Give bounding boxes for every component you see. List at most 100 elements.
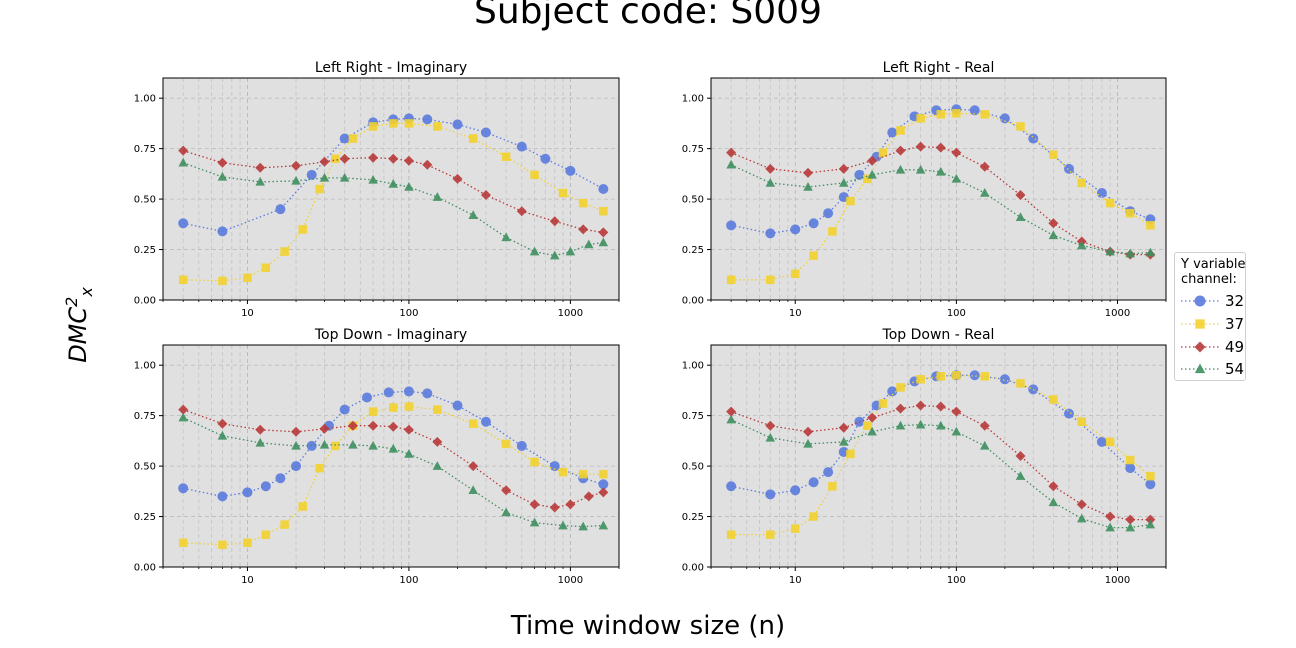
data-point-49: [1076, 499, 1087, 510]
data-point-37: [261, 530, 271, 539]
data-point-49: [516, 206, 527, 217]
data-point-49: [422, 159, 433, 170]
legend-symbol: [1194, 295, 1206, 307]
data-point-37: [863, 174, 872, 184]
plot-frame: [162, 344, 620, 568]
data-point-37: [766, 275, 775, 285]
data-point-54: [501, 507, 511, 517]
x-tick-label: 100: [399, 308, 418, 319]
data-point-32: [403, 386, 414, 397]
data-point-32: [808, 477, 819, 488]
data-point-32: [565, 165, 576, 176]
data-point-49: [915, 400, 926, 411]
x-tick-label: 1000: [1105, 575, 1130, 586]
data-point-54: [1105, 246, 1115, 256]
data-point-49: [1105, 511, 1116, 522]
subplot-title: Top Down - Real: [882, 327, 995, 343]
legend-label-54: 54: [1225, 360, 1245, 378]
data-point-37: [828, 482, 837, 491]
legend-item-32: 32: [1179, 291, 1245, 311]
data-point-32: [790, 485, 801, 496]
plot-area: [163, 78, 619, 300]
data-point-37: [1077, 178, 1087, 188]
subplot-title: Left Right - Real: [883, 60, 995, 76]
data-point-32: [422, 388, 433, 399]
data-point-49: [1048, 481, 1059, 492]
data-point-37: [501, 152, 511, 161]
plot-frame: [710, 344, 1167, 568]
data-point-37: [433, 122, 442, 131]
data-point-37: [1077, 417, 1087, 426]
data-point-49: [726, 406, 737, 417]
series-49: [726, 400, 1156, 525]
data-point-54: [319, 172, 330, 182]
data-point-54: [895, 420, 906, 430]
data-point-49: [319, 423, 330, 434]
data-point-54: [951, 173, 962, 183]
data-point-54: [936, 166, 946, 176]
data-point-49: [1145, 514, 1156, 525]
series-line-54: [730, 419, 1151, 529]
data-point-49: [432, 436, 443, 447]
data-point-54: [432, 461, 443, 470]
data-point-32: [516, 141, 527, 152]
data-point-49: [291, 160, 302, 171]
data-point-54: [803, 181, 813, 191]
data-point-32: [549, 461, 560, 472]
data-point-37: [331, 154, 340, 163]
data-point-32: [217, 226, 228, 237]
data-point-32: [275, 204, 286, 215]
data-point-54: [979, 440, 990, 450]
series-37: [178, 402, 608, 550]
legend-marker-37: [1181, 319, 1219, 329]
data-point-49: [979, 161, 990, 172]
data-point-32: [516, 440, 527, 451]
data-point-37: [530, 457, 539, 467]
data-point-49: [979, 420, 990, 431]
data-point-37: [896, 126, 905, 135]
data-point-37: [368, 122, 378, 131]
data-point-54: [388, 443, 399, 453]
legend-title-line2: channel:: [1181, 272, 1237, 287]
data-point-49: [217, 418, 228, 429]
data-point-37: [1049, 150, 1058, 159]
y-tick-label: 0.50: [682, 195, 704, 206]
data-point-49: [529, 499, 540, 510]
data-point-37: [389, 403, 398, 412]
data-point-37: [846, 196, 855, 206]
data-point-32: [823, 467, 834, 478]
data-point-54: [915, 419, 926, 429]
data-point-37: [468, 419, 478, 428]
data-point-37: [298, 225, 307, 234]
data-point-37: [261, 263, 271, 272]
data-point-32: [1063, 163, 1074, 174]
plot-area: [711, 345, 1166, 567]
data-point-54: [178, 157, 188, 167]
data-point-32: [178, 218, 189, 229]
data-point-37: [433, 405, 442, 414]
data-point-32: [790, 224, 801, 235]
data-point-37: [1146, 471, 1155, 481]
data-point-32: [452, 400, 463, 411]
series-54: [726, 159, 1156, 258]
data-point-32: [1145, 479, 1156, 490]
data-point-37: [243, 273, 252, 283]
data-point-49: [319, 156, 330, 167]
data-point-37: [1105, 437, 1115, 447]
legend-marker-32: [1181, 295, 1219, 307]
data-point-32: [765, 228, 776, 239]
data-point-54: [255, 437, 265, 447]
y-tick-label: 0.50: [134, 195, 156, 206]
data-point-32: [765, 489, 776, 500]
y-tick-label: 1.00: [134, 94, 156, 105]
y-tick-label: 0.25: [134, 512, 156, 523]
data-point-49: [480, 190, 491, 201]
data-point-49: [951, 406, 962, 417]
y-tick-label: 0.50: [134, 462, 156, 473]
data-point-54: [803, 438, 813, 448]
y-tick-label: 1.00: [682, 361, 704, 372]
data-point-49: [347, 420, 358, 431]
data-point-49: [935, 142, 946, 153]
data-point-32: [275, 473, 286, 484]
data-point-37: [315, 463, 324, 473]
